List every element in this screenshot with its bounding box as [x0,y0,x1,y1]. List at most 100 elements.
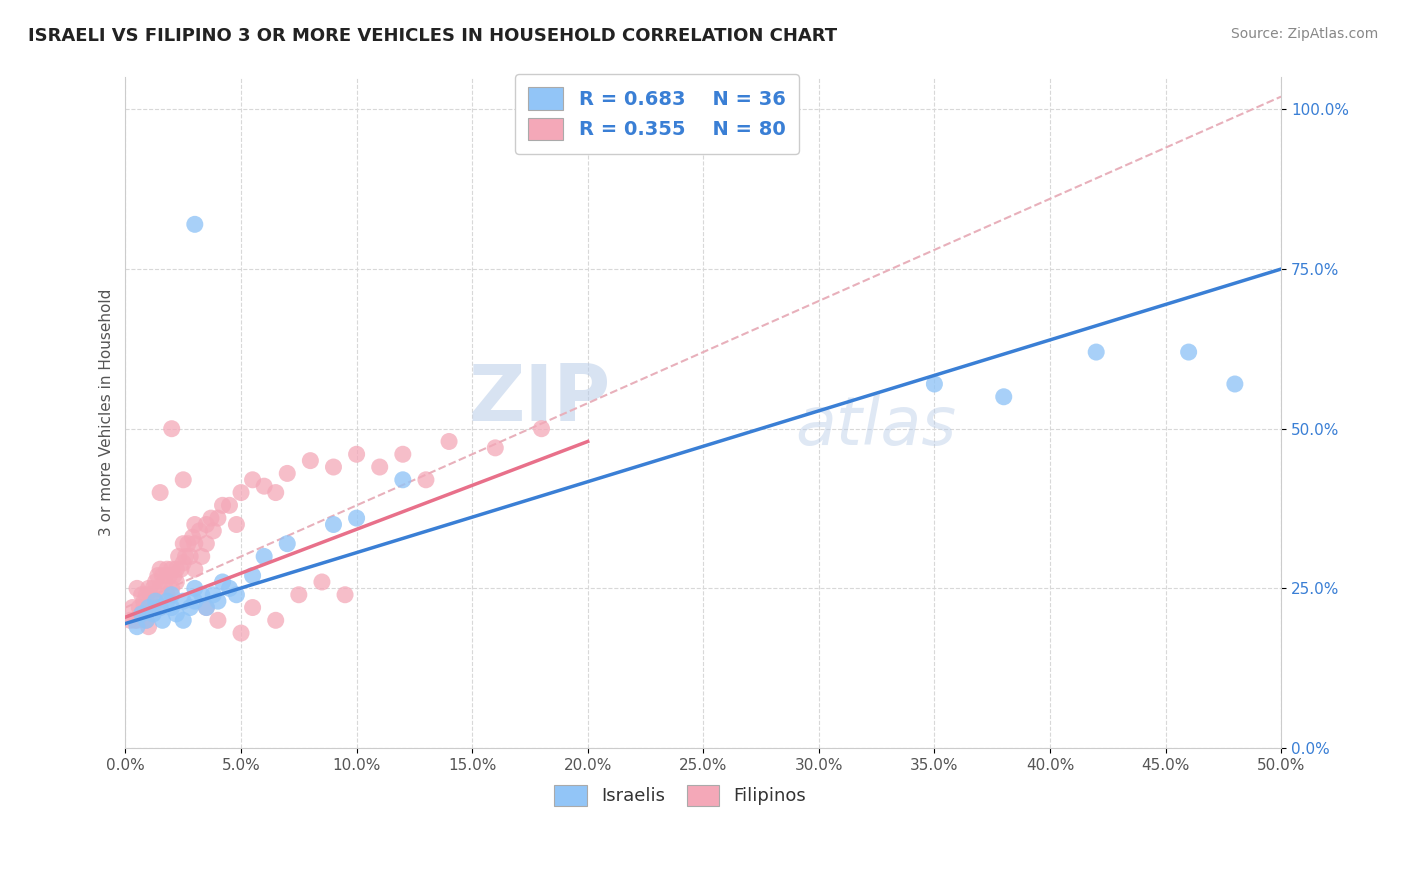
Point [190,588,212,602]
Point [124,613,146,627]
Point [264,613,287,627]
Point [142,607,165,621]
Point [146,568,169,582]
Text: ISRAELI VS FILIPINO 3 OR MORE VEHICLES IN HOUSEHOLD CORRELATION CHART: ISRAELI VS FILIPINO 3 OR MORE VEHICLES I… [28,27,837,45]
Point [160,562,183,576]
Point [993,390,1015,404]
Point [149,600,172,615]
Point [179,600,201,615]
Point [156,562,179,576]
Point [346,447,368,461]
Point [202,524,225,538]
Point [242,600,264,615]
Point [184,517,207,532]
Point [181,530,204,544]
Point [202,588,225,602]
Point [138,620,160,634]
Point [229,485,252,500]
Point [229,626,252,640]
Point [211,574,233,589]
Text: ZIP: ZIP [468,361,610,437]
Point [218,499,240,513]
Point [160,588,183,602]
Point [174,549,197,564]
Point [1085,345,1108,359]
Point [484,441,506,455]
Point [152,613,174,627]
Point [242,473,264,487]
Point [167,549,190,564]
Point [172,556,194,570]
Point [157,568,180,582]
Point [184,582,207,596]
Point [322,460,344,475]
Point [145,594,167,608]
Point [276,536,298,550]
Point [163,568,186,582]
Point [131,607,153,621]
Point [437,434,460,449]
Point [138,600,160,615]
Point [207,594,229,608]
Point [195,517,218,532]
Point [264,485,287,500]
Point [195,600,218,615]
Point [299,453,322,467]
Point [1177,345,1199,359]
Point [333,588,356,602]
Point [132,600,155,615]
Point [149,485,172,500]
Point [211,499,233,513]
Point [195,600,218,615]
Point [253,479,276,493]
Point [120,613,142,627]
Point [207,511,229,525]
Point [190,549,212,564]
Point [145,594,167,608]
Point [125,582,148,596]
Text: atlas: atlas [796,393,957,459]
Point [288,588,311,602]
Text: Source: ZipAtlas.com: Source: ZipAtlas.com [1230,27,1378,41]
Point [142,600,165,615]
Point [184,536,207,550]
Point [218,582,240,596]
Point [392,473,415,487]
Point [142,582,165,596]
Point [125,620,148,634]
Point [149,600,172,615]
Point [135,588,157,602]
Point [128,600,150,615]
Point [311,574,333,589]
Point [225,588,247,602]
Point [131,588,153,602]
Point [195,536,218,550]
Point [225,517,247,532]
Point [346,511,368,525]
Point [165,562,187,576]
Point [184,217,207,231]
Point [253,549,276,564]
Point [156,588,179,602]
Point [172,594,194,608]
Point [160,582,183,596]
Point [188,524,211,538]
Point [276,467,298,481]
Point [184,562,207,576]
Point [149,582,172,596]
Point [165,607,187,621]
Point [135,613,157,627]
Point [392,447,415,461]
Point [322,517,344,532]
Point [172,536,194,550]
Point [242,568,264,582]
Point [207,613,229,627]
Point [138,600,160,615]
Point [160,422,183,436]
Point [177,536,200,550]
Point [179,549,201,564]
Point [184,594,207,608]
Legend: Israelis, Filipinos: Israelis, Filipinos [547,778,814,813]
Point [149,562,172,576]
Point [121,600,143,615]
